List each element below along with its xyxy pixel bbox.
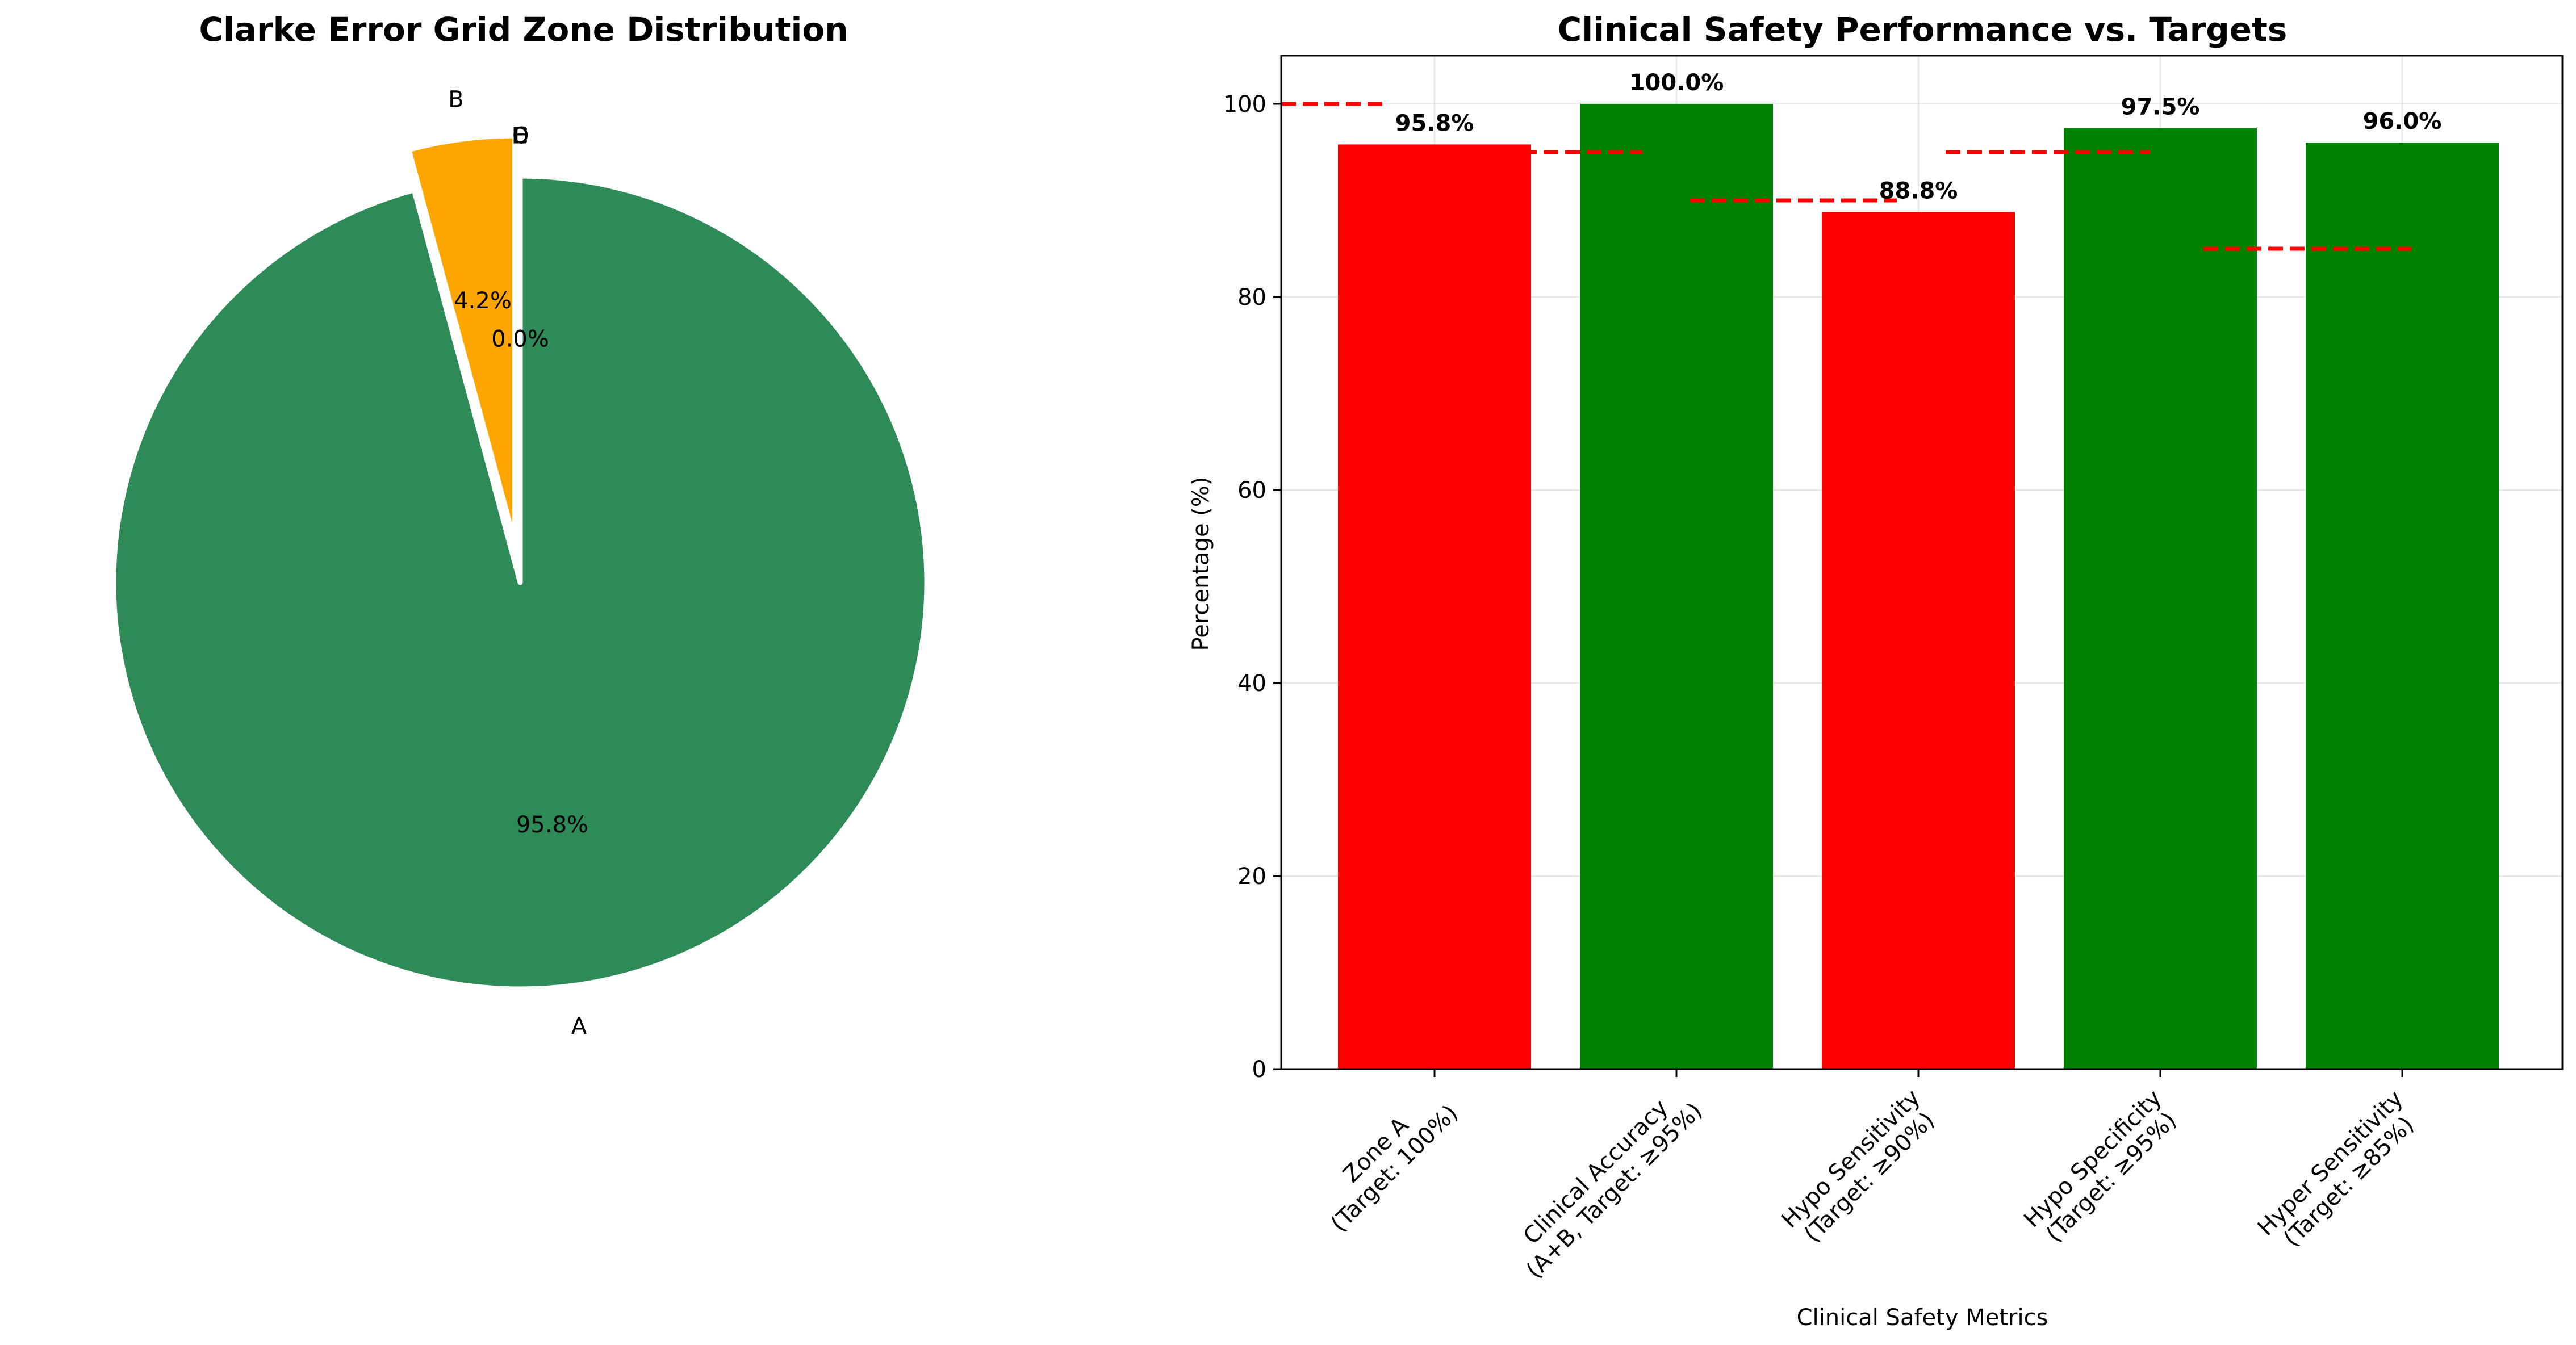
bar-value-labels: 95.8% 100.0% 88.8% 97.5% 96.0%: [1395, 70, 2442, 204]
bar-value-label-1: 95.8%: [1395, 110, 1474, 136]
pie-label-d: D: [512, 123, 529, 149]
pie-label-b: B: [448, 86, 463, 112]
pie-label-e: E: [513, 123, 527, 149]
pie-percent-a: 95.8%: [516, 812, 588, 838]
bar-5: [2306, 143, 2499, 1069]
bar-chart-target-lines: [1281, 102, 2411, 251]
y-tick-label: 100: [1223, 91, 1266, 118]
bar-chart-x-axis-label: Clinical Safety Metrics: [1797, 1305, 2048, 1331]
bar-chart-title: Clinical Safety Performance vs. Targets: [1558, 10, 2288, 49]
bar-3: [1822, 212, 2015, 1069]
pie-labels: A95.8%B4.2%C0.0%D0.0%E0.0%: [448, 86, 588, 1039]
y-tick-label: 80: [1237, 284, 1266, 311]
bar-chart-axes: [1280, 55, 2564, 1070]
y-tick-label: 40: [1237, 671, 1266, 697]
pie-chart-panel: Clarke Error Grid Zone Distribution A 95.…: [111, 10, 930, 1040]
pie-label-a: A: [571, 1013, 587, 1040]
bar-1: [1338, 144, 1531, 1069]
bar-value-label-3: 88.8%: [1879, 178, 1958, 204]
bar-4: [2064, 128, 2257, 1069]
y-tick-label: 20: [1237, 864, 1266, 890]
bar-value-label-4: 97.5%: [2121, 94, 2200, 120]
pie-percent-c: 0.0%: [491, 326, 549, 352]
pie-chart-title: Clarke Error Grid Zone Distribution: [199, 10, 848, 49]
bar-chart-bars: [1338, 104, 2499, 1069]
pie-slices: [111, 133, 930, 992]
bar-2: [1580, 104, 1773, 1069]
bar-chart-y-axis-label: Percentage (%): [1188, 477, 1214, 651]
pie-label-c: C: [512, 123, 528, 149]
bar-value-label-5: 96.0%: [2363, 108, 2442, 135]
pie-percent-b: 4.2%: [454, 288, 512, 314]
pie-percent-d: 0.0%: [491, 326, 549, 352]
bar-value-label-2: 100.0%: [1629, 70, 1724, 96]
pie-slice-a: [111, 173, 930, 992]
bar-chart-y-ticks: 0 20 40 60 80 100: [1223, 91, 1281, 1083]
pie-slice-b: [406, 133, 518, 545]
pie-percent-e: 0.0%: [491, 326, 549, 352]
y-tick-label: 0: [1252, 1057, 1266, 1083]
bar-chart-frame: [1280, 55, 2564, 1070]
y-tick-label: 60: [1237, 477, 1266, 504]
